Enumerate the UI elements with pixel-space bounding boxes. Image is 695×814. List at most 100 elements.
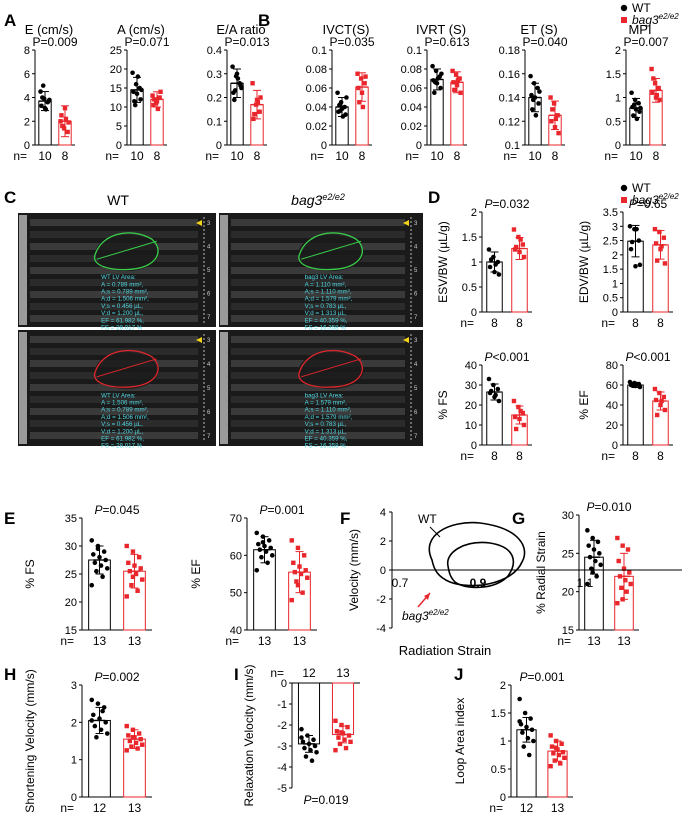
n-label: 10 [629,149,643,163]
data-point-wt [496,272,502,277]
n-prefix: n= [270,666,284,680]
y-tick-label: 3.5 [603,207,618,219]
data-point-mut [294,579,299,584]
data-point-wt [92,723,98,729]
data-point-wt [335,90,340,96]
panel-letter-g: G [512,509,525,528]
x-tick-label: 0.7 [392,576,409,590]
n-prefix: n= [460,316,474,330]
data-point-wt [305,733,310,738]
data-point-wt [38,89,43,94]
data-point-mut [62,105,68,111]
data-point-wt [133,81,139,87]
data-point-mut [157,95,162,100]
data-point-mut [662,407,668,413]
data-point-mut [450,68,455,74]
data-point-mut [127,569,133,574]
chart-title: E/A ratio [216,22,265,37]
y-tick-label: 3 [612,221,618,233]
data-point-wt [98,727,104,733]
data-point-wt [255,541,261,547]
n-prefix: n= [557,634,571,648]
panel-letter-i: I [234,665,239,684]
data-point-mut [333,748,338,753]
y-tick-label: 0.5 [491,764,506,776]
data-point-wt [633,107,639,112]
data-point-wt [306,741,312,747]
n-prefix: n= [601,449,615,463]
data-point-wt [104,731,110,736]
lv-contour-trace [94,232,159,271]
depth-tick-label: 6 [414,292,418,298]
data-point-mut [458,90,463,95]
echo-measurement-line: V;d = 1.313 µL, [305,428,347,435]
p-value: P=0.001 [259,503,304,517]
p-value: P=0.013 [224,35,269,49]
p-value: P<0.001 [484,350,529,364]
data-point-mut [298,571,304,577]
data-point-mut [549,119,554,124]
data-point-mut [291,560,296,565]
data-point-wt [430,63,435,69]
y-tick-label: 0.5 [603,293,618,305]
data-point-mut [126,560,131,565]
data-point-wt [433,68,439,74]
echo-measurement-line: FS = 28.017 % [101,443,143,450]
data-point-mut [628,581,633,587]
n-label: 8 [491,316,498,330]
depth-tick-label: 6 [207,292,211,298]
echo-tissue-band [231,231,405,238]
data-point-mut [345,724,350,730]
p-value: P=0.045 [94,503,139,517]
data-point-mut [357,100,362,105]
y-tick-label: 25 [65,569,77,581]
echo-measurement-line: A = 0.789 mm², [101,281,143,288]
data-point-wt [340,114,346,119]
data-point-mut [654,92,660,98]
data-point-mut [552,124,558,130]
data-point-mut [550,107,555,112]
data-point-wt [139,87,144,93]
depth-tick-label: 5 [414,386,418,392]
data-point-mut [621,566,627,571]
p-letter: P [484,197,492,211]
data-point-wt [629,90,634,96]
n-prefix: n= [489,801,503,814]
data-point-wt [438,85,443,91]
depth-tick-label: 4 [207,245,211,251]
y-tick-label: 3 [71,680,77,692]
chart-title: MPI [628,22,651,37]
y-tick-label: -4 [277,762,287,774]
data-point-wt [303,754,309,759]
data-point-wt [633,263,638,269]
echo-wt-diastole: 3 4 5 6 7 WT LV Area:A = 1.506 mm²,A;s = 0.78… [18,330,216,450]
data-point-mut [124,723,129,729]
echo-tissue-band [30,279,198,286]
data-point-mut [300,590,305,595]
data-point-wt [432,80,438,85]
depth-tick-label: 5 [207,268,211,274]
y-tick-label: 1.5 [462,232,477,244]
data-point-wt [432,90,437,96]
data-point-mut [337,741,343,747]
data-point-wt [517,696,522,702]
data-point-wt [587,554,593,560]
echo-tissue-band [30,267,198,274]
data-point-mut [662,261,668,266]
data-point-mut [138,566,143,571]
data-point-wt [496,398,502,404]
n-prefix: n= [503,149,517,163]
data-point-wt [260,534,266,539]
data-point-mut [649,66,654,72]
echo-marker-triangle [196,220,202,226]
y-tick-label: 2 [380,536,386,548]
data-point-wt [43,107,49,112]
legend-mut-base: bag3 [632,13,659,27]
data-point-wt [524,724,529,730]
y-tick-label: 30 [562,510,574,522]
y-tick-label: 40 [465,360,477,372]
data-point-mut [513,244,519,250]
y-tick-label: 6 [24,69,30,81]
